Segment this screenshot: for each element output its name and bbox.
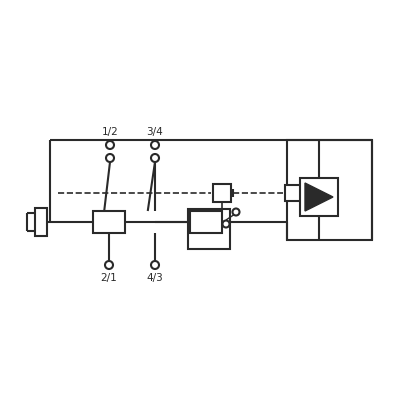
Text: 4/3: 4/3	[147, 273, 163, 283]
Bar	[287, 140, 372, 240]
Circle shape	[106, 141, 114, 149]
Text: 2/1: 2/1	[101, 273, 117, 283]
Text: 3/4: 3/4	[147, 127, 163, 137]
Bar	[300, 178, 338, 216]
Bar	[190, 211, 222, 233]
Circle shape	[232, 208, 240, 216]
Circle shape	[151, 261, 159, 269]
Bar	[213, 184, 231, 202]
Text: 1/2: 1/2	[102, 127, 118, 137]
Circle shape	[151, 154, 159, 162]
Bar	[285, 185, 301, 201]
Circle shape	[105, 261, 113, 269]
Circle shape	[222, 220, 230, 228]
Polygon shape	[305, 183, 333, 211]
Circle shape	[106, 154, 114, 162]
Bar	[93, 211, 125, 233]
Circle shape	[151, 141, 159, 149]
Bar	[35, 208, 47, 236]
Bar	[188, 209, 230, 249]
